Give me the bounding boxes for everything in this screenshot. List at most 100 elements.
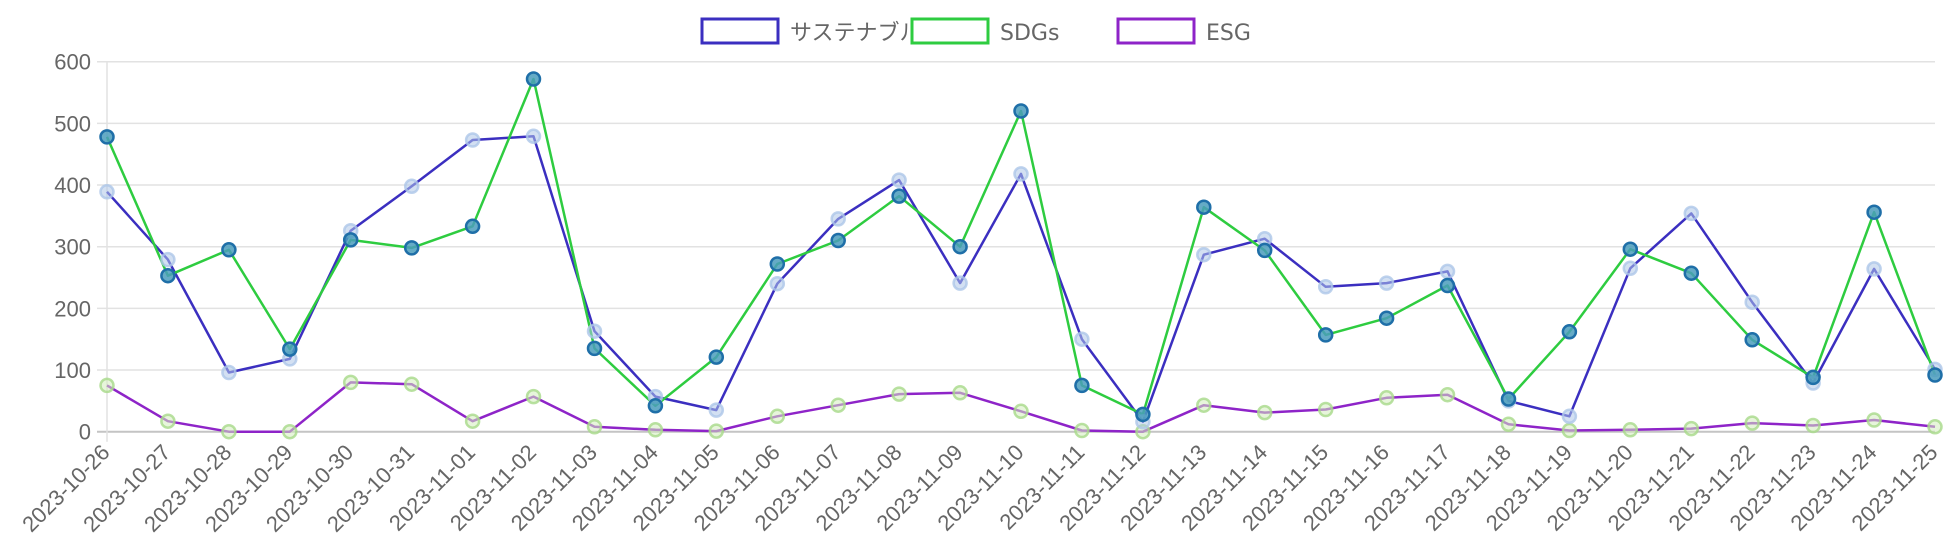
data-point[interactable]	[1561, 324, 1578, 340]
data-point[interactable]	[1013, 166, 1029, 182]
data-point[interactable]	[1927, 367, 1943, 383]
data-point[interactable]	[1683, 205, 1700, 222]
data-point[interactable]	[464, 413, 481, 429]
data-point[interactable]	[1683, 265, 1700, 281]
data-point[interactable]	[1500, 416, 1517, 433]
data-point[interactable]	[221, 242, 237, 258]
data-point[interactable]	[1439, 277, 1456, 294]
data-point[interactable]	[1378, 310, 1395, 326]
data-point[interactable]	[1074, 331, 1090, 347]
data-point[interactable]	[1013, 103, 1029, 119]
data-point[interactable]	[586, 340, 603, 357]
series-markers-2	[99, 374, 1943, 440]
data-point[interactable]	[891, 172, 907, 188]
data-point[interactable]	[1439, 263, 1456, 280]
legend-item-sustainable[interactable]: サステナブル	[700, 17, 922, 46]
data-point[interactable]	[99, 129, 115, 145]
legend-label-sdgs: SDGs	[1000, 21, 1059, 46]
data-point[interactable]	[952, 238, 968, 255]
y-tick-label: 500	[54, 111, 91, 136]
data-point[interactable]	[221, 423, 237, 440]
data-point[interactable]	[99, 377, 115, 394]
legend-label-esg: ESG	[1206, 21, 1251, 46]
data-point[interactable]	[403, 376, 420, 392]
data-point[interactable]	[1622, 260, 1639, 277]
y-tick-label: 0	[79, 420, 91, 445]
data-point[interactable]	[1561, 408, 1578, 425]
data-point[interactable]	[1317, 327, 1334, 343]
gridlines	[97, 60, 1935, 442]
data-point[interactable]	[1805, 417, 1821, 434]
legend-item-sdgs[interactable]: SDGs	[910, 17, 1059, 46]
data-point[interactable]	[586, 419, 603, 435]
x-axis: 2023-10-262023-10-272023-10-282023-10-29…	[17, 440, 1942, 537]
data-point[interactable]	[1196, 199, 1212, 215]
data-point[interactable]	[1866, 204, 1882, 220]
data-point[interactable]	[342, 374, 359, 391]
data-point[interactable]	[1927, 419, 1943, 435]
data-point[interactable]	[1683, 420, 1700, 437]
data-point[interactable]	[1866, 261, 1882, 277]
data-point[interactable]	[1074, 422, 1090, 439]
data-point[interactable]	[769, 256, 786, 272]
data-point[interactable]	[160, 251, 176, 268]
data-point[interactable]	[1256, 242, 1273, 259]
y-tick-label: 200	[54, 296, 91, 321]
y-tick-label: 600	[54, 50, 91, 75]
data-point[interactable]	[1317, 401, 1334, 418]
data-point[interactable]	[769, 408, 786, 425]
data-point[interactable]	[403, 240, 420, 256]
data-point[interactable]	[1744, 415, 1760, 431]
data-point[interactable]	[891, 386, 907, 402]
data-point[interactable]	[708, 349, 725, 365]
data-point[interactable]	[1378, 390, 1395, 406]
data-point[interactable]	[160, 267, 176, 284]
data-point[interactable]	[1622, 241, 1639, 257]
y-tick-label: 400	[54, 173, 91, 198]
data-point[interactable]	[1196, 397, 1212, 413]
data-point[interactable]	[1622, 422, 1639, 438]
data-point[interactable]	[891, 188, 907, 204]
data-point[interactable]	[586, 323, 603, 339]
data-point[interactable]	[1378, 275, 1395, 291]
data-point[interactable]	[282, 341, 298, 357]
data-point[interactable]	[160, 413, 176, 429]
data-point[interactable]	[1317, 279, 1334, 295]
data-point[interactable]	[1135, 406, 1151, 423]
data-point[interactable]	[525, 388, 542, 405]
data-point[interactable]	[464, 218, 481, 235]
data-point[interactable]	[830, 397, 846, 413]
data-point[interactable]	[647, 422, 664, 438]
data-point[interactable]	[1500, 391, 1517, 407]
data-point[interactable]	[525, 71, 542, 87]
data-point[interactable]	[1439, 386, 1456, 403]
data-point[interactable]	[221, 364, 237, 381]
data-point[interactable]	[1074, 377, 1090, 394]
legend-item-esg[interactable]: ESG	[1116, 17, 1251, 46]
data-point[interactable]	[1013, 403, 1029, 420]
data-point[interactable]	[1561, 422, 1578, 439]
data-point[interactable]	[282, 423, 298, 440]
data-point[interactable]	[342, 232, 359, 248]
data-point[interactable]	[525, 128, 542, 145]
y-tick-label: 100	[54, 358, 91, 383]
data-point[interactable]	[1866, 412, 1882, 428]
data-point[interactable]	[1196, 246, 1212, 263]
data-point[interactable]	[769, 275, 786, 292]
data-point[interactable]	[830, 232, 846, 249]
data-point[interactable]	[708, 423, 725, 439]
data-point[interactable]	[99, 184, 115, 200]
data-point[interactable]	[464, 132, 481, 148]
y-axis: 0 100 200 300 400 500 600	[54, 50, 91, 445]
data-point[interactable]	[403, 178, 420, 195]
data-point[interactable]	[1744, 294, 1760, 310]
data-point[interactable]	[1256, 404, 1273, 421]
data-point[interactable]	[708, 402, 725, 418]
data-point[interactable]	[830, 211, 846, 227]
data-point[interactable]	[647, 398, 664, 414]
data-point[interactable]	[1805, 369, 1821, 386]
data-point[interactable]	[952, 275, 968, 291]
data-point[interactable]	[952, 385, 968, 401]
data-point[interactable]	[1744, 332, 1760, 348]
